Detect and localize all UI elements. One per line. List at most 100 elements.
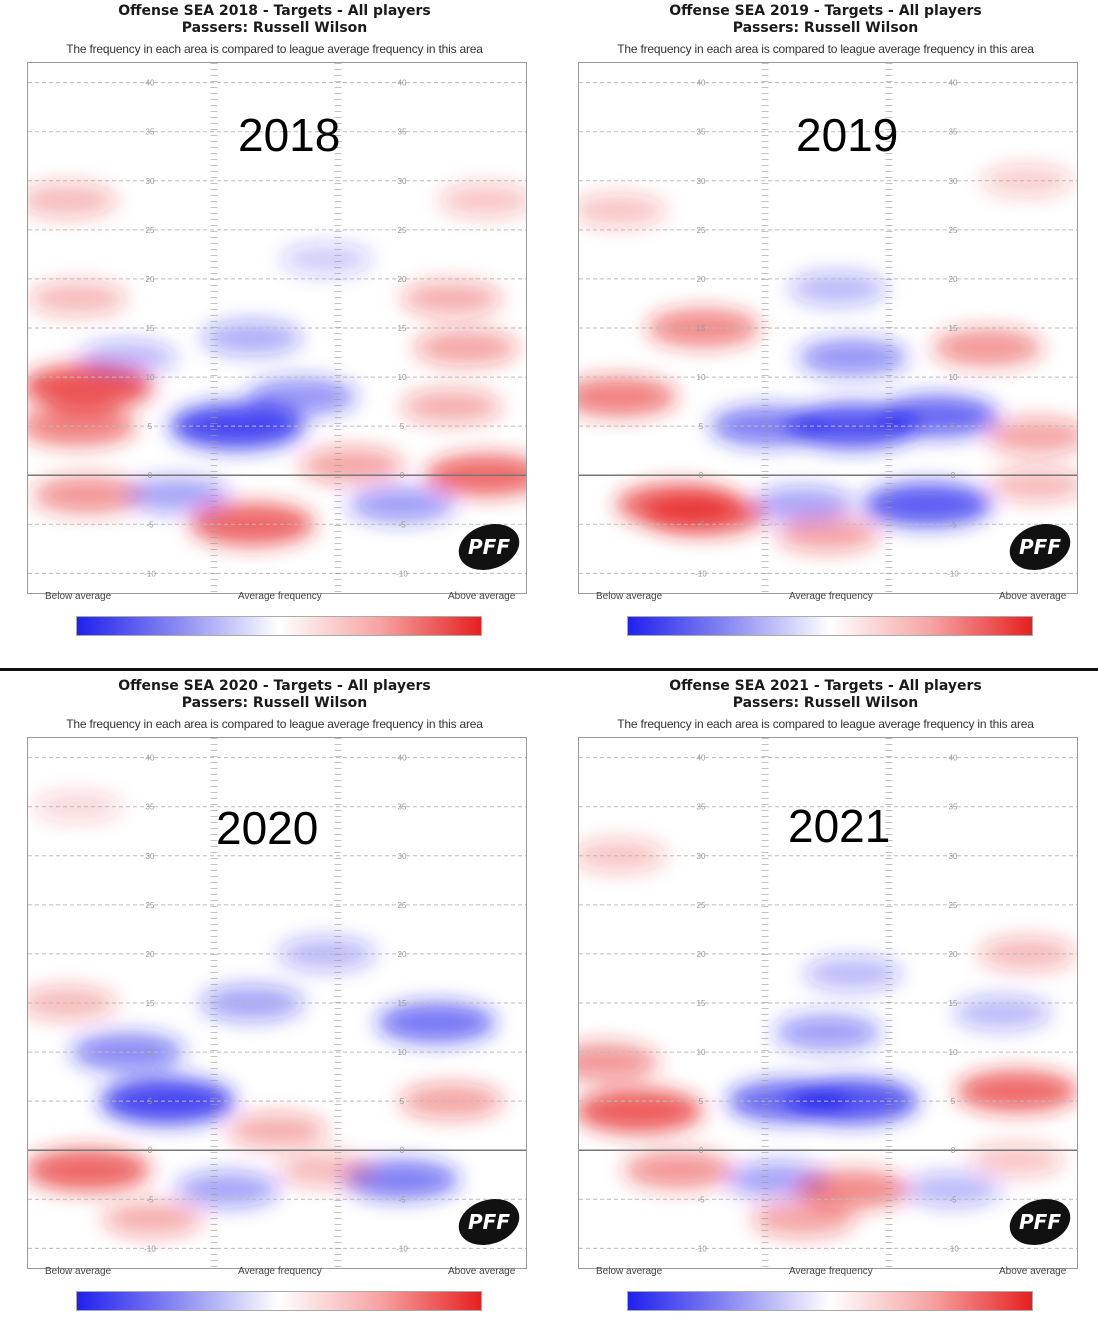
yard-tick-label: 5 [148,1097,153,1106]
yard-tick-label: 5 [400,1097,405,1106]
heat-blob [246,377,357,416]
heatmap-field: 40 40 35 35 30 30 25 25 20 20 15 15 10 10 5 5 0 0 -5 -5 -10 -… [578,737,1078,1269]
yard-tick-label: 30 [146,177,155,186]
chart-panel: Offense SEA 2021 - Targets - All players… [551,675,1098,1337]
heat-blob [751,486,856,523]
yard-tick-label: -10 [144,1244,156,1253]
yard-tick-label: -10 [947,1244,959,1253]
yard-tick-label: 15 [697,999,706,1008]
yard-tick-label: 25 [697,901,706,910]
yard-tick-label: 20 [949,275,958,284]
yard-tick-label: 5 [400,422,405,431]
yard-tick-label: 40 [697,754,706,763]
yard-tick-label: -10 [144,569,156,578]
yard-tick-label: 40 [146,79,155,88]
yard-tick-label: -5 [697,1195,705,1204]
heat-blob [803,956,902,991]
yard-tick-label: 20 [146,950,155,959]
heat-blob [776,516,880,553]
yard-tick-label: 30 [949,852,958,861]
colorbar-gradient [627,1291,1033,1311]
heat-blob [789,271,887,306]
heatmap-svg: 40 40 35 35 30 30 25 25 20 20 15 15 10 10 5 5 0 0 -5 -5 -10 -… [28,63,526,593]
yard-tick-label: 40 [949,79,958,88]
yard-tick-label: 35 [398,803,407,812]
legend-high-label: Above average [448,1266,516,1277]
heat-blob [956,1070,1077,1113]
yard-tick-label: 25 [949,226,958,235]
heat-blob [277,1152,376,1187]
chart-passer: Passers: Russell Wilson [732,695,919,711]
heat-blob [579,193,667,227]
yard-tick-label: -10 [695,569,707,578]
pff-logo-text: PFF [468,1210,510,1234]
legend-mid-label: Average frequency [238,591,322,602]
heat-blob [579,1089,703,1133]
yard-tick-label: 35 [949,128,958,137]
colorbar-gradient [76,616,482,636]
heat-blob [727,1080,850,1123]
heat-blob [438,183,526,217]
yard-tick-label: -5 [398,1195,406,1204]
heat-blob [579,1042,659,1081]
yard-tick-label: 40 [146,754,155,763]
yard-tick-label: 40 [949,754,958,763]
yard-tick-label: 25 [146,901,155,910]
yard-tick-label: -5 [146,1195,154,1204]
yard-tick-label: 5 [951,422,956,431]
pff-logo-icon: PFF [458,1198,520,1246]
legend-low-label: Below average [596,591,663,602]
chart-passer: Passers: Russell Wilson [732,20,919,36]
heat-blob [170,403,305,450]
yard-tick-label: 40 [697,79,706,88]
yard-tick-label: 20 [949,950,958,959]
chart-panel: Offense SEA 2019 - Targets - All players… [551,0,1098,662]
yard-tick-label: 25 [398,226,407,235]
yard-tick-label: 0 [699,471,704,480]
yard-tick-label: 10 [146,373,155,382]
chart-title: Offense SEA 2019 - Targets - All players [669,3,982,19]
heat-blob [28,281,127,316]
panel-divider [0,668,1098,671]
yard-tick-label: 20 [697,275,706,284]
year-label: 2019 [796,109,899,161]
heat-blob [226,1113,328,1149]
yard-tick-label: 30 [146,852,155,861]
yard-tick-label: 25 [949,901,958,910]
heat-blob [175,1171,280,1208]
yard-tick-label: 35 [697,803,706,812]
legend-low-label: Below average [45,591,112,602]
chart-subtitle: The frequency in each area is compared t… [617,42,1034,56]
heat-blob [579,376,677,417]
yard-tick-label: 20 [398,950,407,959]
yard-tick-label: 15 [146,324,155,333]
pff-logo-text: PFF [1019,1210,1061,1234]
heat-blob [100,1078,235,1125]
chart-passer: Passers: Russell Wilson [181,20,368,36]
yard-tick-label: 5 [699,422,704,431]
legend-mid-label: Average frequency [789,591,873,602]
heatmap-field: 40 40 35 35 30 30 25 25 20 20 15 15 10 10 5 5 0 0 -5 -5 -10 -… [578,62,1078,594]
heat-blob [280,243,373,276]
pff-logo-text: PFF [468,535,510,559]
yard-tick-label: 0 [148,1146,153,1155]
heat-blob [32,475,143,514]
yard-tick-label: 30 [398,177,407,186]
yard-tick-label: 0 [148,471,153,480]
legend-mid-label: Average frequency [238,1266,322,1277]
heat-blob [751,1200,856,1237]
legend-low-label: Below average [45,1266,112,1277]
heat-blob [985,418,1077,454]
heat-blob [28,364,154,410]
yard-tick-label: 15 [398,999,407,1008]
yard-tick-label: 30 [398,852,407,861]
legend-high-label: Above average [448,591,516,602]
yard-tick-label: 0 [699,1146,704,1155]
yard-tick-label: 10 [146,1048,155,1057]
heat-blob [28,406,136,447]
heat-blob [863,482,992,527]
heat-blob [125,476,230,513]
year-label: 2018 [238,109,341,161]
yard-tick-label: 15 [949,324,958,333]
heat-blob [277,936,376,971]
